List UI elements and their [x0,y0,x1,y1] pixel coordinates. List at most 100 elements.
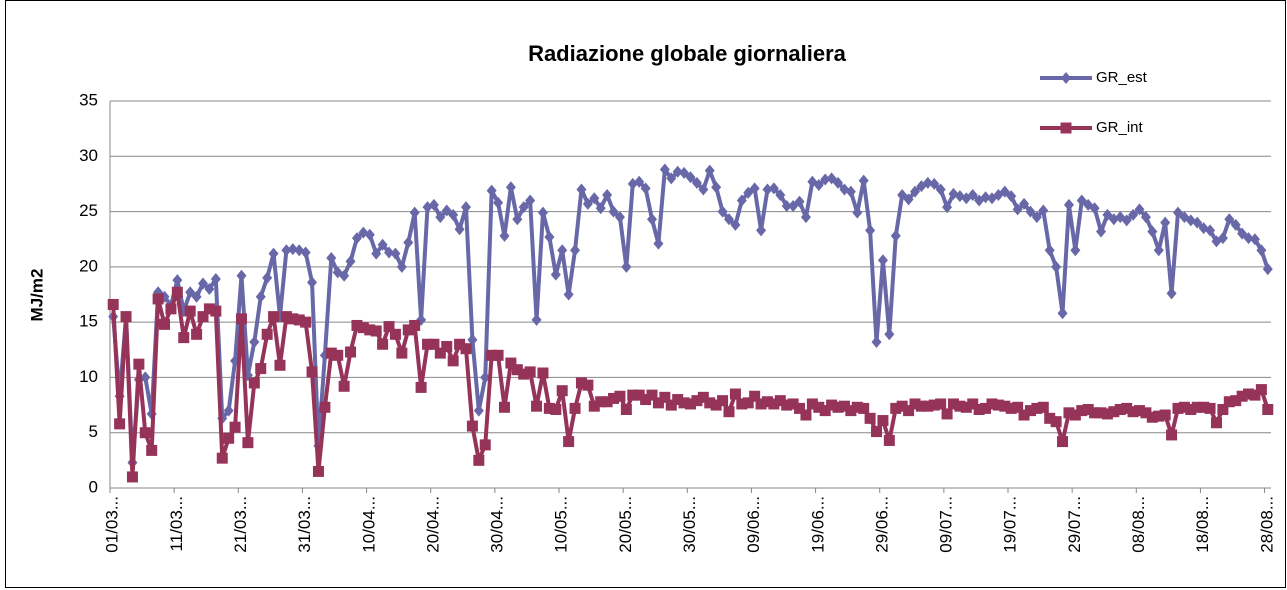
data-point [364,228,375,241]
y-tick-label: 25 [79,201,98,220]
data-point [492,349,504,361]
data-point [1217,232,1228,245]
data-point [679,166,690,179]
data-point [1140,407,1152,419]
data-point [608,392,620,404]
data-point [1153,244,1164,257]
data-point [466,420,478,432]
x-tick-label: 20/04... [423,496,442,553]
x-tick-label: 28/08... [1257,496,1276,553]
y-tick-label: 5 [89,422,98,441]
data-point [178,332,190,344]
data-point [595,202,606,215]
data-point [845,185,856,198]
data-point [813,179,824,192]
data-point [498,401,510,413]
data-point [1217,403,1229,415]
data-point [678,397,690,409]
data-point [1192,216,1203,229]
data-point [326,252,337,265]
data-point [1005,402,1017,414]
data-point [409,319,421,331]
data-point [768,398,780,410]
data-point [460,201,471,214]
data-point [210,305,222,317]
data-point [287,313,299,325]
data-point [1237,227,1248,240]
data-point [704,397,716,409]
data-point [794,402,806,414]
data-point [364,324,376,336]
data-point [1057,307,1068,320]
data-point [505,357,517,369]
data-point [537,206,548,219]
data-point [1018,409,1030,421]
data-point [1134,203,1145,216]
data-point [235,313,247,325]
x-tick-label: 10/05... [552,496,571,553]
data-point [293,314,305,326]
data-point [1159,409,1171,421]
data-point [575,377,587,389]
data-point [281,244,292,257]
data-point [531,400,543,412]
data-point [743,186,754,199]
data-point [1121,214,1132,227]
data-point [185,286,196,299]
data-point [371,247,382,260]
data-point [685,171,696,184]
data-point [942,201,953,214]
y-tick-label: 30 [79,146,98,165]
data-point [159,318,171,330]
x-tick-label: 01/03... [103,496,122,553]
data-point [633,389,645,401]
data-point [486,349,498,361]
data-point [210,273,221,286]
data-point [255,363,267,375]
data-point [1236,390,1248,402]
data-point [1096,225,1107,238]
data-point [223,432,235,444]
data-point [480,371,491,384]
data-point [595,396,607,408]
data-point [198,277,209,290]
data-point [1089,407,1101,419]
data-point [1210,417,1222,429]
data-point [165,303,177,315]
data-point [300,246,311,259]
data-point [1012,203,1023,216]
legend-marker [1061,72,1071,84]
data-point [947,398,959,410]
data-point [556,385,568,397]
data-point [576,183,587,196]
data-point [390,247,401,260]
data-point [1076,405,1088,417]
legend-marker [1060,122,1072,134]
data-point [1102,208,1113,221]
data-point [838,400,850,412]
data-point [929,177,940,190]
data-point [139,427,151,439]
data-point [813,401,825,413]
data-point [1160,216,1171,229]
data-point [794,195,805,208]
y-tick-label: 10 [79,367,98,386]
data-point [755,398,767,410]
data-point [126,471,138,483]
data-point [819,405,831,417]
x-tick-label: 30/05... [680,496,699,553]
data-point [896,400,908,412]
data-point [1255,384,1267,396]
data-point [1134,405,1146,417]
data-point [422,338,434,350]
data-point [781,200,792,213]
data-point [351,232,362,245]
data-point [723,406,735,418]
data-point [1038,204,1049,217]
x-tick-label: 18/08... [1193,496,1212,553]
data-point [871,426,883,438]
data-point [1230,218,1241,231]
data-point [146,444,158,456]
data-point [473,454,485,466]
data-point [223,404,234,417]
